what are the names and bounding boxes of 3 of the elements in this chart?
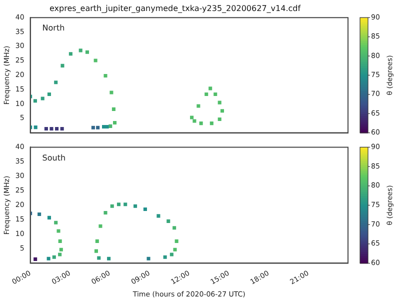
annotation: South [42, 153, 66, 162]
chart-title: expres_earth_jupiter_ganymede_txka-y235_20200627_v14.cdf [49, 4, 301, 13]
annotation: North [42, 24, 65, 33]
